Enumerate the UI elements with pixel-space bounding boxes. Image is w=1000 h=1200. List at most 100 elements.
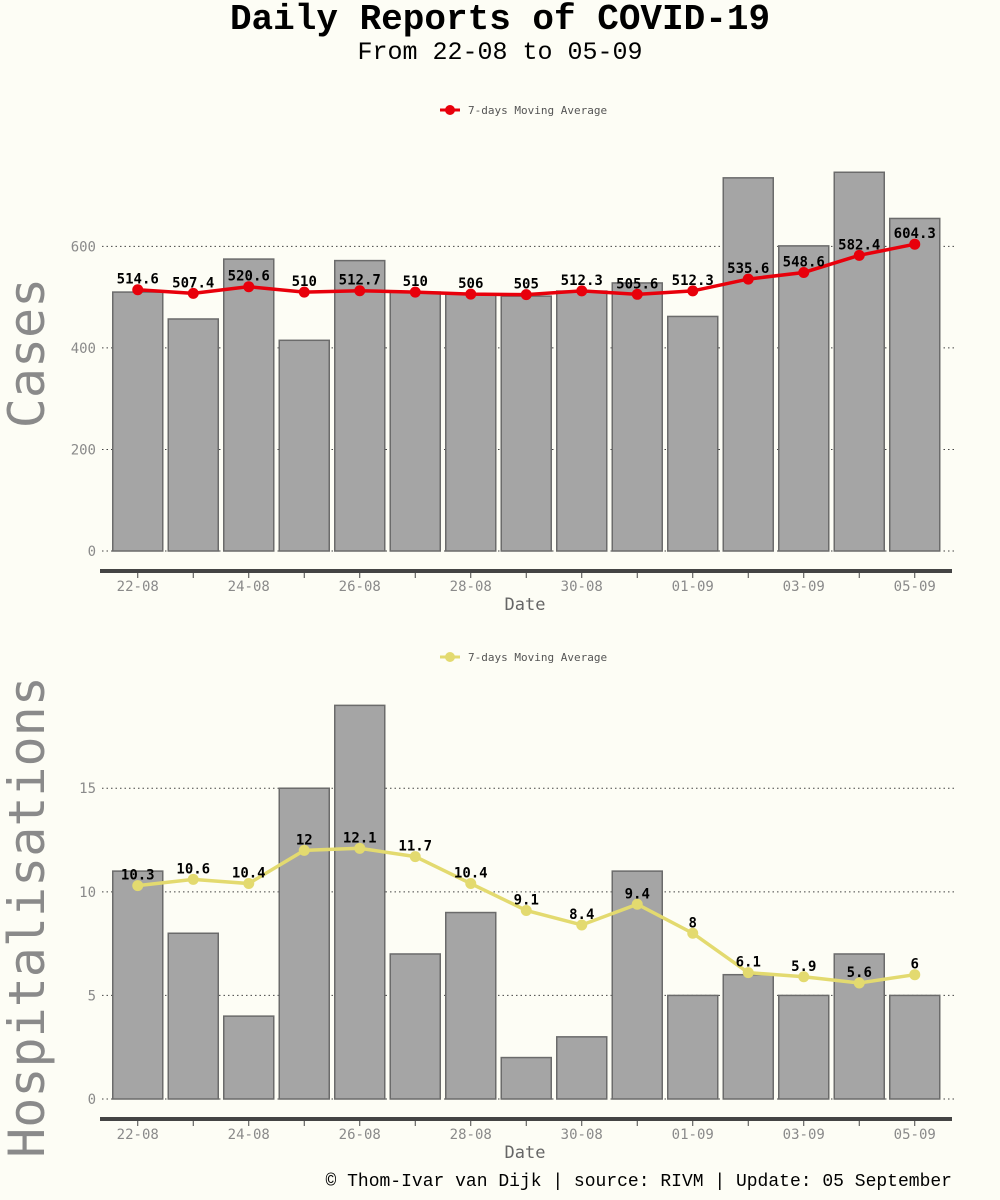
hospitalisations-chart: Hospitalisations 7-days Moving Average 0 5 1… [0, 651, 957, 1163]
cases-xtick-label: 24-08 [228, 579, 270, 595]
cases-xlabel: Date [505, 595, 546, 615]
hosp-ma-label: 6 [911, 957, 919, 973]
hosp-ma-label: 11.7 [398, 839, 432, 855]
hosp-ylabel: Hospitalisations [0, 676, 56, 1158]
hosp-bar [556, 1036, 608, 1100]
hosp-ytick-label: 10 [79, 885, 96, 901]
hosp-bar [667, 994, 719, 1100]
cases-ma-label: 512.7 [339, 273, 381, 289]
cases-bar [167, 318, 219, 552]
cases-ma-point [298, 286, 310, 298]
cases-ma-point [132, 284, 144, 296]
cases-chart: Cases 7-days Moving Average 0 200 400 600 22-0… [0, 104, 957, 615]
hosp-ma-label: 10.4 [232, 866, 266, 882]
hosp-ma-point [298, 844, 310, 856]
hosp-xtick-label: 03-09 [783, 1127, 825, 1143]
cases-legend-label: 7-days Moving Average [468, 104, 607, 117]
cases-bar [112, 291, 164, 552]
cases-ma-label: 510 [292, 274, 317, 290]
hosp-xtick-label: 24-08 [228, 1127, 270, 1143]
hosp-xtick-label: 28-08 [450, 1127, 492, 1143]
cases-ma-label: 548.6 [783, 254, 825, 270]
cases-ytick-label: 200 [71, 442, 96, 458]
hosp-ma-label: 6.1 [736, 955, 761, 971]
cases-ma-label: 512.3 [672, 273, 714, 289]
cases-ma-point [520, 289, 532, 301]
hosp-ma-point [909, 969, 921, 981]
cases-ma-label: 604.3 [894, 226, 936, 242]
cases-ma-point [187, 287, 199, 299]
hosp-bar [889, 994, 941, 1100]
cases-ma-point [798, 266, 810, 278]
cases-bar [278, 339, 330, 552]
cases-xtick-label: 28-08 [450, 579, 492, 595]
hosp-bar [389, 953, 441, 1100]
hosp-ma-point [354, 842, 366, 854]
cases-ma-label: 512.3 [561, 273, 603, 289]
hosp-ma-point [798, 971, 810, 983]
hosp-xtick-label: 26-08 [339, 1127, 381, 1143]
cases-ma-point [853, 249, 865, 261]
cases-bar [334, 259, 386, 552]
hosp-ma-label: 8.4 [569, 907, 594, 923]
cases-bar [223, 258, 275, 552]
hosp-ytick-label: 5 [88, 988, 96, 1004]
hosp-bar [223, 1015, 275, 1100]
cases-ma-label: 514.6 [117, 272, 159, 288]
hosp-ytick-label: 15 [79, 781, 96, 797]
hosp-xlabel: Date [505, 1143, 546, 1163]
hosp-ma-label: 12 [296, 832, 313, 848]
hosp-bar [778, 994, 830, 1100]
cases-bar [889, 217, 941, 552]
hosp-ma-label: 5.6 [847, 965, 872, 981]
cases-xtick-label: 26-08 [339, 579, 381, 595]
cases-bar [611, 282, 663, 552]
cases-bar [556, 290, 608, 552]
hosp-bar [722, 973, 774, 1100]
cases-ma-point [909, 238, 921, 250]
hosp-ma-point [409, 851, 421, 863]
cases-ma-point [631, 288, 643, 300]
hosp-ma-label: 9.4 [625, 886, 650, 902]
hosp-bar [500, 1056, 552, 1100]
chart-subtitle: From 22-08 to 05-09 [357, 38, 643, 67]
hosp-ma-label: 10.6 [176, 861, 210, 877]
source-footer: © Thom-Ivar van Dijk | source: RIVM | Up… [325, 1172, 952, 1192]
hosp-ma-point [187, 873, 199, 885]
hosp-ma-label: 12.1 [343, 830, 377, 846]
hosp-bar [445, 911, 497, 1100]
cases-bar [500, 295, 552, 552]
cases-ytick-label: 0 [88, 544, 96, 560]
cases-bar [778, 245, 830, 552]
hosp-legend-label: 7-days Moving Average [468, 651, 607, 664]
cases-xtick-label: 22-08 [117, 579, 159, 595]
chart-title: Daily Reports of COVID-19 [229, 0, 771, 40]
cases-ytick-label: 600 [71, 239, 96, 255]
hosp-xtick-label: 01-09 [672, 1127, 714, 1143]
hosp-ma-point [465, 878, 477, 890]
cases-ma-point [409, 286, 421, 298]
hosp-xtick-label: 22-08 [117, 1127, 159, 1143]
cases-bar [667, 315, 719, 552]
hosp-ma-label: 9.1 [514, 892, 539, 908]
hosp-bar [278, 787, 330, 1100]
hosp-bar [167, 932, 219, 1100]
cases-xtick-label: 01-09 [672, 579, 714, 595]
hosp-ma-point [132, 880, 144, 892]
hosp-legend-marker [445, 652, 455, 662]
hosp-ma-label: 10.4 [454, 866, 488, 882]
hosp-ma-point [853, 977, 865, 989]
cases-ma-label: 505.6 [616, 276, 658, 292]
cases-ma-label: 505 [514, 277, 539, 293]
hosp-ytick-label: 0 [88, 1092, 96, 1108]
hosp-ma-label: 5.9 [791, 959, 816, 975]
cases-ma-label: 535.6 [727, 261, 769, 277]
cases-ylabel: Cases [0, 278, 56, 429]
cases-bar [722, 177, 774, 552]
hosp-bar [112, 870, 164, 1100]
hosp-ma-label: 8 [689, 915, 697, 931]
hosp-ma-point [520, 904, 532, 916]
cases-ytick-label: 400 [71, 341, 96, 357]
cases-ma-label: 507.4 [172, 275, 214, 291]
cases-ma-point [465, 288, 477, 300]
